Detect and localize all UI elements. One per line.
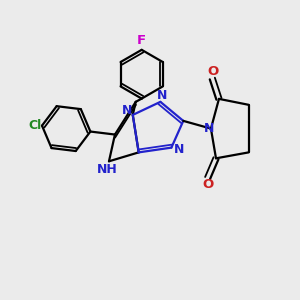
- Text: O: O: [207, 65, 218, 79]
- Text: NH: NH: [97, 163, 118, 176]
- Text: Cl: Cl: [29, 119, 42, 132]
- Text: N: N: [122, 104, 133, 117]
- Text: N: N: [174, 142, 184, 156]
- Text: N: N: [204, 122, 214, 135]
- Text: O: O: [202, 178, 214, 191]
- Text: F: F: [137, 34, 146, 46]
- Text: N: N: [157, 89, 167, 102]
